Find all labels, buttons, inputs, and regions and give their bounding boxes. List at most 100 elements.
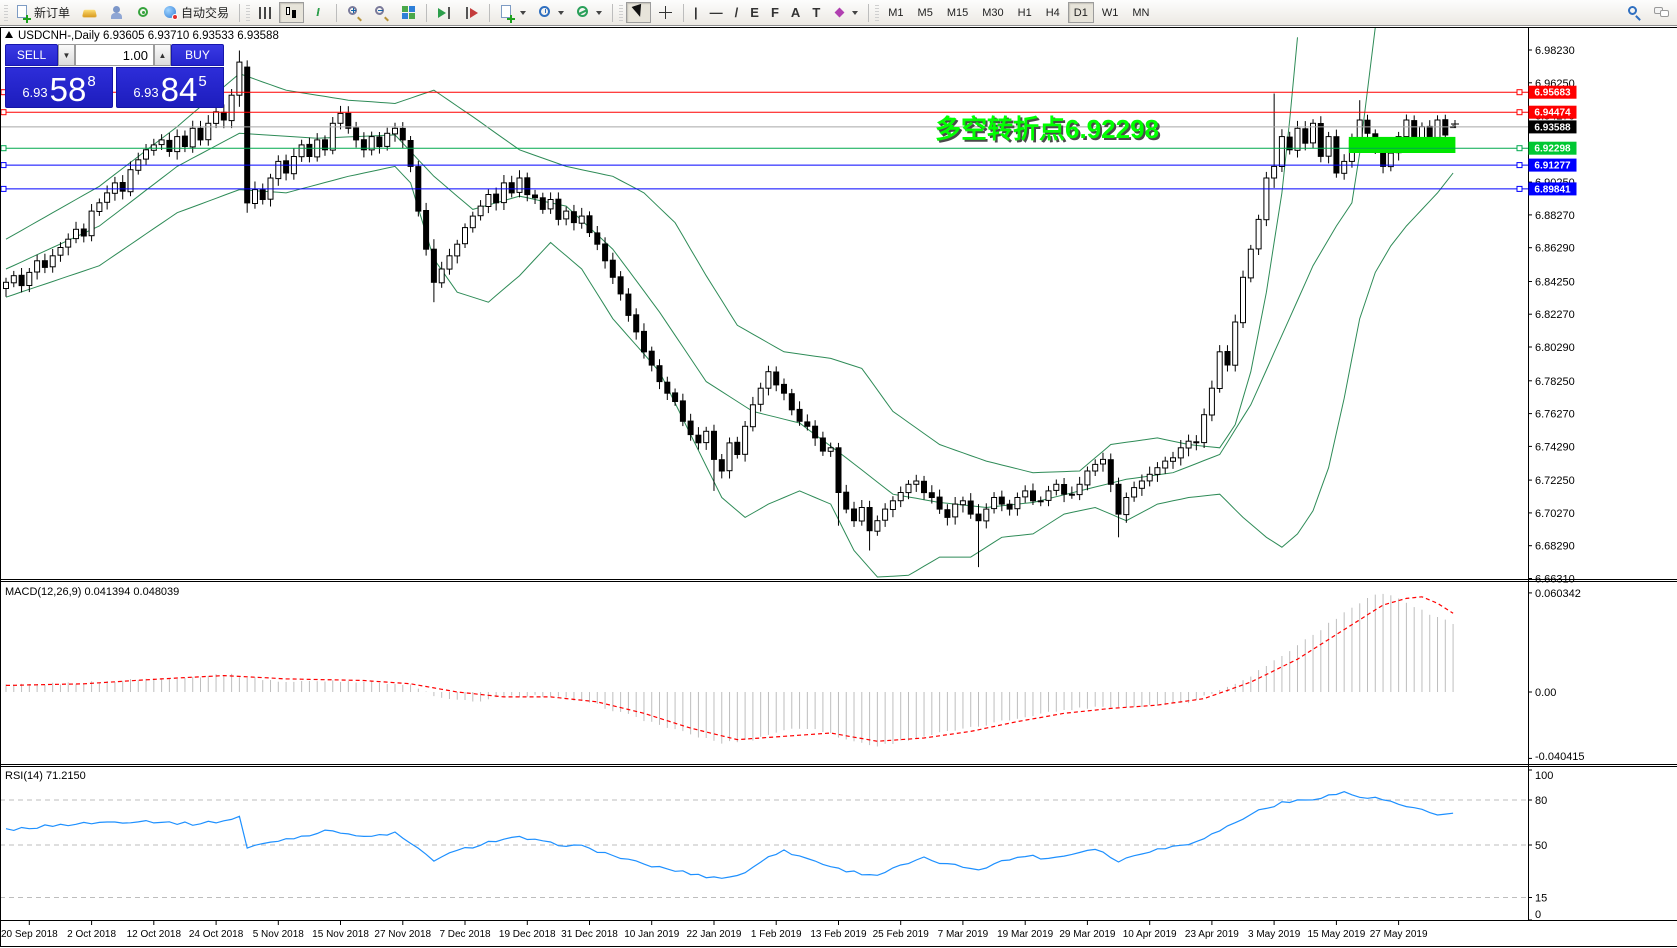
channel-tool[interactable]: E (750, 5, 759, 20)
main-toolbar: 新订单 自动交易 | — / (0, 0, 1677, 26)
svg-text:10 Jan 2019: 10 Jan 2019 (624, 929, 679, 940)
svg-text:6.91277: 6.91277 (1534, 161, 1571, 172)
tab-m15[interactable]: M15 (946, 6, 969, 19)
sell-price-box[interactable]: 6.93 58 8 (5, 67, 113, 108)
new-order-icon (16, 5, 31, 23)
rsi-line (5, 791, 1454, 879)
tab-m1[interactable]: M1 (888, 6, 904, 19)
rsi-pane (0, 791, 1527, 898)
search-icon (1627, 5, 1642, 21)
svg-text:15 Nov 2018: 15 Nov 2018 (312, 929, 369, 940)
volume-input[interactable]: 1.00 (75, 44, 154, 66)
svg-text:0.060342: 0.060342 (1535, 588, 1581, 600)
svg-text:27 Nov 2018: 27 Nov 2018 (374, 929, 431, 940)
svg-text:6.89841: 6.89841 (1534, 184, 1571, 195)
search-button[interactable] (1622, 2, 1647, 23)
gold-button[interactable] (77, 2, 102, 23)
one-click-trading-panel: SELL ▼ 1.00 ▲ BUY 6.93 58 8 6.93 84 5 (5, 44, 224, 108)
buy-price-big: 84 (160, 71, 198, 108)
sell-button[interactable]: SELL (5, 44, 58, 66)
horizontal-line-tool[interactable]: — (709, 5, 723, 20)
buy-price-prefix: 6.93 (133, 85, 159, 100)
svg-text:6.92298: 6.92298 (1534, 144, 1571, 155)
svg-text:-0.040415: -0.040415 (1535, 751, 1585, 763)
svg-text:10 Apr 2019: 10 Apr 2019 (1123, 929, 1177, 940)
annotation-shadow: 多空转折点6.92298 (937, 116, 1161, 146)
svg-text:2 Oct 2018: 2 Oct 2018 (67, 929, 116, 940)
indicators-button[interactable] (571, 2, 607, 23)
zoom-in-button[interactable] (342, 2, 367, 23)
svg-text:19 Mar 2019: 19 Mar 2019 (997, 929, 1054, 940)
chat-button[interactable] (1649, 2, 1674, 23)
horizontal-lines[interactable] (0, 89, 1528, 192)
tab-m5[interactable]: M5 (917, 6, 933, 19)
svg-text:6.88270: 6.88270 (1535, 210, 1575, 222)
annotation-text[interactable]: 多空转折点6.92298 (935, 114, 1159, 144)
tab-d1[interactable]: D1 (1067, 2, 1094, 23)
svg-text:5 Nov 2018: 5 Nov 2018 (253, 929, 305, 940)
chart-shift-icon (464, 5, 479, 20)
chevron-down-icon (558, 10, 565, 15)
bar-chart-button[interactable] (253, 2, 277, 23)
signals-button[interactable] (131, 2, 156, 23)
chevron-down-icon (852, 10, 859, 15)
svg-text:6.76270: 6.76270 (1535, 409, 1575, 421)
arrows-icon (832, 5, 847, 20)
sell-price-big: 58 (49, 71, 87, 108)
tab-m30[interactable]: M30 (982, 6, 1004, 19)
time-axis[interactable]: 20 Sep 2018 2 Oct 2018 12 Oct 2018 24 Oct 2… (1, 921, 1428, 940)
svg-text:6.86290: 6.86290 (1535, 243, 1575, 255)
line-chart-button[interactable] (306, 2, 331, 23)
candlestick-icon (284, 5, 299, 20)
auto-scroll-icon (437, 5, 452, 20)
autotrading-label: 自动交易 (181, 6, 230, 20)
new-chart-button[interactable] (495, 2, 531, 23)
svg-text:6.80290: 6.80290 (1535, 342, 1575, 354)
candlestick-button[interactable] (279, 2, 305, 23)
price-axis[interactable]: 6.982306.962506.942706.922906.902506.882… (1528, 45, 1585, 921)
svg-text:6.72250: 6.72250 (1535, 475, 1575, 487)
volume-down-button[interactable]: ▼ (58, 44, 75, 66)
chart-shift-button[interactable] (459, 2, 484, 23)
svg-text:3 May 2019: 3 May 2019 (1248, 929, 1301, 940)
svg-text:6.74290: 6.74290 (1535, 441, 1575, 453)
buy-button[interactable]: BUY (171, 44, 224, 66)
svg-text:20 Sep 2018: 20 Sep 2018 (1, 929, 58, 940)
macd-signal-line (5, 596, 1454, 742)
tile-windows-button[interactable] (396, 2, 421, 23)
autotrading-button[interactable]: 自动交易 (158, 2, 234, 23)
svg-text:19 Dec 2018: 19 Dec 2018 (499, 929, 556, 940)
price-label (1528, 141, 1577, 155)
trendline-tool[interactable]: / (734, 5, 739, 20)
cursor-tool[interactable] (626, 2, 652, 24)
zoom-out-button[interactable] (369, 2, 394, 23)
sell-price-sup: 8 (87, 73, 96, 90)
tab-w1[interactable]: W1 (1101, 6, 1119, 19)
svg-text:1 Feb 2019: 1 Feb 2019 (751, 929, 802, 940)
svg-text:6.82270: 6.82270 (1535, 309, 1575, 321)
svg-text:6.94474: 6.94474 (1534, 108, 1571, 119)
svg-text:0.00: 0.00 (1535, 687, 1556, 699)
highlight-rectangle[interactable] (1348, 136, 1456, 153)
fibonacci-tool[interactable]: F (770, 5, 779, 20)
volume-up-button[interactable]: ▲ (154, 44, 171, 66)
chart-title: USDCNH-,Daily 6.93605 6.93710 6.93533 6.… (18, 30, 279, 42)
period-button[interactable] (533, 2, 569, 23)
tab-h4[interactable]: H4 (1045, 6, 1060, 19)
tab-mn[interactable]: MN (1132, 6, 1150, 19)
zoom-out-icon (374, 5, 390, 22)
svg-text:80: 80 (1535, 795, 1547, 807)
auto-scroll-button[interactable] (432, 2, 457, 23)
crosshair-tool[interactable] (653, 2, 678, 23)
label-tool[interactable]: T (812, 5, 821, 20)
tab-h1[interactable]: H1 (1017, 6, 1032, 19)
buy-price-box[interactable]: 6.93 84 5 (116, 67, 224, 108)
text-tool[interactable]: A (790, 5, 801, 20)
community-button[interactable] (104, 2, 129, 23)
new-order-button[interactable]: 新订单 (11, 2, 75, 23)
vertical-line-tool[interactable]: | (694, 5, 698, 20)
toolbar-grip[interactable] (4, 4, 8, 21)
svg-text:27 May 2019: 27 May 2019 (1370, 929, 1428, 940)
arrows-tool[interactable] (827, 2, 863, 23)
